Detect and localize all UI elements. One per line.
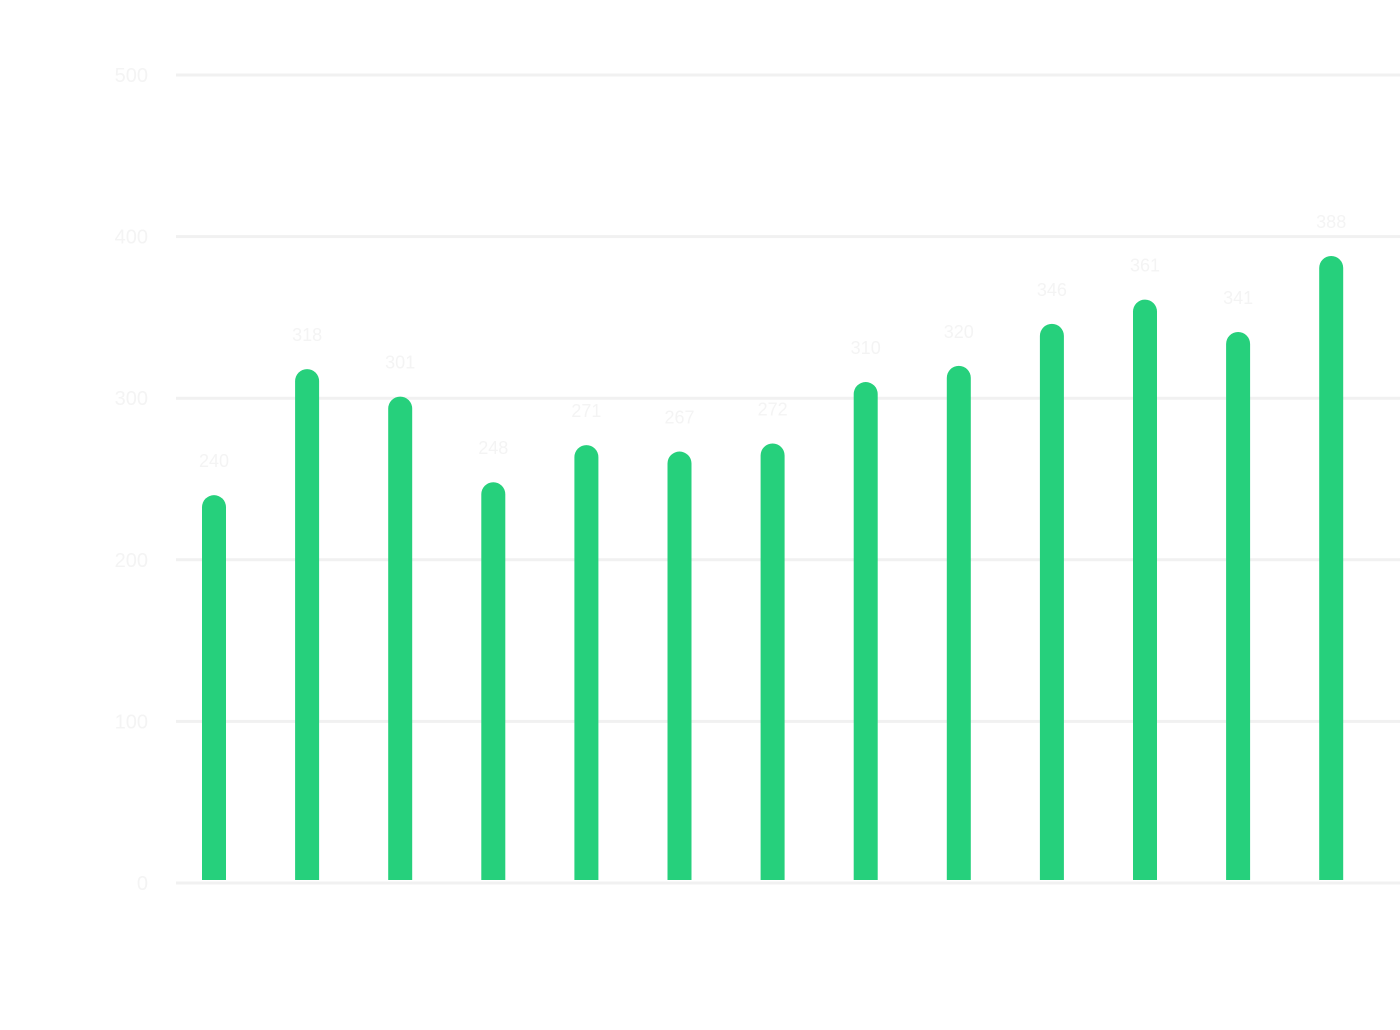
bar-value-label: 318 [292,325,322,345]
bar-value-label: 271 [571,401,601,421]
bar [202,495,226,880]
data-labels: 240 318 301 248 271 267 272 310 320 346 361 341 388 [199,212,1346,471]
bar-value-label: 341 [1223,288,1253,308]
bar-value-label: 301 [385,353,415,373]
gridlines [176,73,1400,885]
bar-value-label: 388 [1316,212,1346,232]
bar [1039,323,1064,880]
y-axis-ticks: 0 100 200 300 400 500 [115,65,148,895]
bar-value-label: 320 [944,322,974,342]
bar-value-label: 310 [851,338,881,358]
bar [481,482,506,880]
bar-value-label: 346 [1037,280,1067,300]
bar-value-label: 272 [758,399,788,419]
bar-value-label: 248 [478,438,508,458]
bar-value-label: 267 [664,408,694,428]
bar-value-label: 361 [1130,256,1160,276]
bars [202,255,1344,881]
bar [946,365,971,880]
bar [1133,299,1157,880]
y-tick-label: 500 [115,65,148,87]
y-tick-label: 200 [115,550,148,572]
bar-value-label: 240 [199,451,229,471]
bar [295,369,320,880]
bar [388,396,413,880]
bar [1319,255,1344,881]
y-tick-label: 400 [115,227,148,249]
bar [760,443,785,880]
bar [1226,331,1251,881]
bar [853,382,878,880]
bar [574,445,599,880]
bar [667,451,692,880]
y-tick-label: 300 [115,388,148,410]
y-tick-label: 0 [137,873,148,895]
y-tick-label: 100 [115,711,148,733]
